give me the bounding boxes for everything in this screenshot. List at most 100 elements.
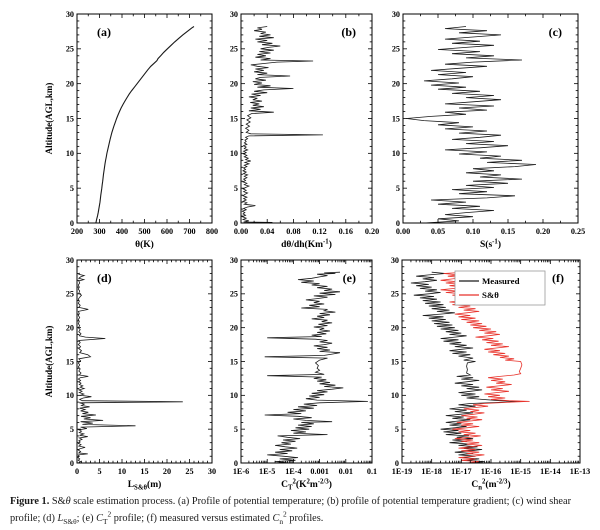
x-tick-label: 20	[163, 467, 171, 476]
y-tick-label: 10	[66, 391, 74, 400]
x-tick-label: 1E-19	[392, 467, 412, 476]
caption-fragment: S&	[49, 496, 66, 507]
caption-fragment: θ	[65, 496, 71, 507]
panel-d-frame	[76, 259, 213, 464]
panel-e: 1E-6 1E-5 1E-4 0.001 0.01 0.1 0 5 10 15 20 25 30 CT2(…	[230, 256, 377, 492]
series-wind-shear	[406, 26, 537, 223]
x-tick-label: 600	[161, 227, 173, 236]
caption-fragment: C	[272, 512, 280, 524]
figure-caption: Figure 1. S&θ scale estimation process. …	[10, 495, 592, 527]
x-tick-label: 1E-18	[421, 467, 441, 476]
caption-fragment: 2	[283, 509, 287, 519]
y-tick-label: 15	[392, 114, 400, 123]
x-tick-label: 1E-17	[451, 467, 471, 476]
y-tick-label: 25	[66, 290, 74, 299]
y-tick-label: 25	[66, 45, 74, 54]
panel-f: 1E-19 1E-18 1E-17 1E-16 1E-15 1E-14 1E-13 0 5 10 1…	[391, 256, 590, 492]
panel-d-ticks	[76, 259, 213, 464]
y-tick-label: 20	[391, 323, 399, 332]
caption-fragment: C	[96, 512, 103, 524]
panel-f-xlabel: Cn2(m-2/3)	[471, 478, 510, 491]
x-tick-label: 0.00	[234, 227, 248, 236]
panel-letter-c: (c)	[549, 25, 562, 39]
x-tick-label: 200	[71, 227, 83, 236]
panel-letter-f: (f)	[552, 271, 564, 285]
x-tick-label: 0.08	[286, 227, 300, 236]
y-tick-label: 30	[230, 10, 238, 19]
panel-a-frame	[76, 13, 213, 224]
series-potential-temperature	[95, 26, 195, 223]
x-tick-label: 0	[75, 467, 79, 476]
caption-fragment: n	[279, 516, 284, 526]
y-tick-label: 5	[395, 425, 399, 434]
y-tick-label: 15	[391, 357, 399, 366]
series-ct2	[264, 271, 368, 463]
panel-c-series	[406, 26, 537, 223]
caption-fragment: profiles.	[286, 512, 324, 524]
panel-c-xlabel: S(s-1)	[480, 238, 501, 250]
x-tick-label: 25	[185, 467, 193, 476]
y-tick-label: 5	[70, 184, 74, 193]
x-tick-label: 800	[206, 227, 218, 236]
panel-d-series	[77, 272, 183, 463]
panel-b: 0.00 0.04 0.08 0.12 0.16 0.20 0 5 10 15 20 25 30 dθ/d…	[230, 10, 379, 250]
panel-a-ylabel: Altitude(AGL,km)	[44, 83, 54, 155]
y-tick-label: 10	[230, 391, 238, 400]
panel-letter-b: (b)	[341, 25, 356, 39]
y-tick-label: 15	[230, 357, 238, 366]
x-tick-label: 0.16	[339, 227, 353, 236]
y-tick-label: 0	[234, 459, 238, 468]
y-tick-label: 25	[391, 290, 399, 299]
legend-label: S&θ	[482, 290, 499, 300]
y-tick-label: 15	[66, 114, 74, 123]
x-tick-label: 0.25	[571, 227, 585, 236]
y-tick-label: 10	[392, 149, 400, 158]
y-tick-label: 10	[391, 391, 399, 400]
y-tick-label: 5	[234, 184, 238, 193]
panel-letter-d: (d)	[97, 271, 112, 285]
x-tick-label: 0.00	[396, 227, 410, 236]
y-tick-label: 10	[66, 149, 74, 158]
x-tick-label: 700	[183, 227, 195, 236]
y-tick-label: 25	[230, 290, 238, 299]
figure-plots: 200 300 400 500 600 700 800051015202530θ(K)Alt…	[44, 10, 590, 492]
y-tick-label: 15	[66, 357, 74, 366]
x-tick-label: 0.20	[536, 227, 550, 236]
x-tick-label: 1E-16	[481, 467, 501, 476]
caption-fragment: ; (e)	[76, 512, 97, 524]
x-tick-label: 1E-6	[233, 467, 249, 476]
x-tick-label: 400	[116, 227, 128, 236]
panel-e-xlabel: CT2(K2m-2/3)	[281, 478, 332, 491]
panel-letter-e: (e)	[343, 271, 356, 285]
panel-d: 0 5 10 15 20 25 30 0 5 10 15 20 25 30 LS&θ(m) Altitude(…	[44, 256, 216, 492]
y-tick-label: 20	[230, 79, 238, 88]
y-tick-label: 5	[396, 184, 400, 193]
x-tick-label: 0.1	[367, 467, 377, 476]
series-s-scale	[77, 272, 183, 463]
panel-e-series	[264, 271, 368, 463]
y-tick-label: 20	[230, 323, 238, 332]
panel-a-xlabel: θ(K)	[135, 239, 154, 250]
panel-d-ylabel: Altitude(AGL,km)	[44, 326, 54, 398]
caption-fragment: T	[102, 516, 108, 526]
panel-a: 200 300 400 500 600 700 800 0 5 10 15 20 25 30 θ(K) Alt…	[44, 10, 218, 250]
caption-text: S&θ scale estimation process. (a) Profil…	[10, 496, 572, 526]
y-tick-label: 20	[66, 323, 74, 332]
caption-fragment: scale estimation process. (a) Profile of…	[10, 496, 572, 524]
y-tick-label: 30	[391, 256, 399, 265]
y-tick-label: 0	[396, 219, 400, 228]
y-tick-label: 0	[395, 459, 399, 468]
x-tick-label: 0.12	[312, 227, 326, 236]
caption-fragment: S&θ	[63, 516, 77, 526]
x-tick-label: 1E-5	[259, 467, 275, 476]
panel-b-xlabel: dθ/dh(Km-1)	[281, 238, 332, 250]
legend-label: Measured	[482, 276, 520, 286]
caption-label: Figure 1.	[10, 496, 50, 507]
y-tick-label: 0	[70, 459, 74, 468]
y-tick-label: 20	[392, 79, 400, 88]
x-tick-label: 10	[118, 467, 126, 476]
y-tick-label: 0	[70, 219, 74, 228]
x-tick-label: 0.10	[466, 227, 480, 236]
y-tick-label: 30	[230, 256, 238, 265]
panel-c-ticks	[402, 13, 579, 224]
